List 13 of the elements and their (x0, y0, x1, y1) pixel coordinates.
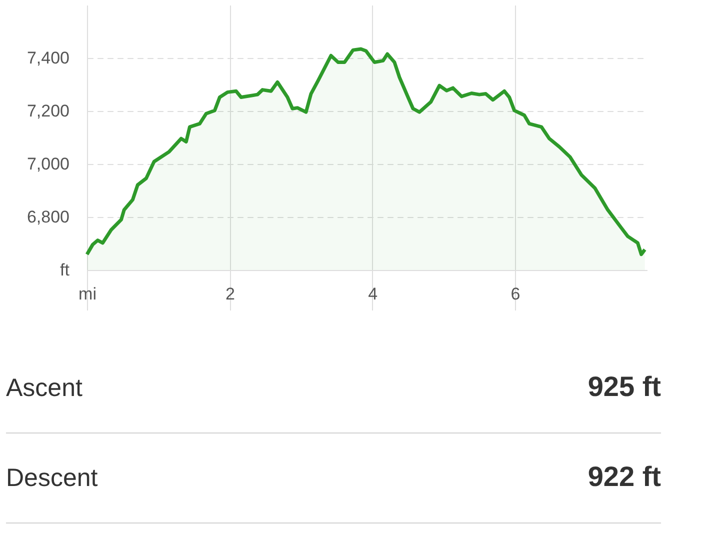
y-tick-label: 7,000 (26, 154, 70, 174)
x-tick-label: 6 (510, 284, 520, 304)
x-tick-label: 4 (368, 284, 378, 304)
text: 922 ft (588, 461, 661, 492)
x-tick-label: 2 (225, 284, 235, 304)
text: Descent (6, 464, 98, 492)
y-tick-label: 7,200 (26, 102, 70, 120)
y-tick-label: 6,800 (26, 208, 70, 226)
y-tick-label: ft (60, 260, 70, 280)
x-tick-label: mi (78, 284, 96, 304)
text: Ascent (6, 374, 82, 402)
text: 925 ft (588, 371, 661, 402)
y-tick-label: 7,400 (26, 48, 70, 68)
